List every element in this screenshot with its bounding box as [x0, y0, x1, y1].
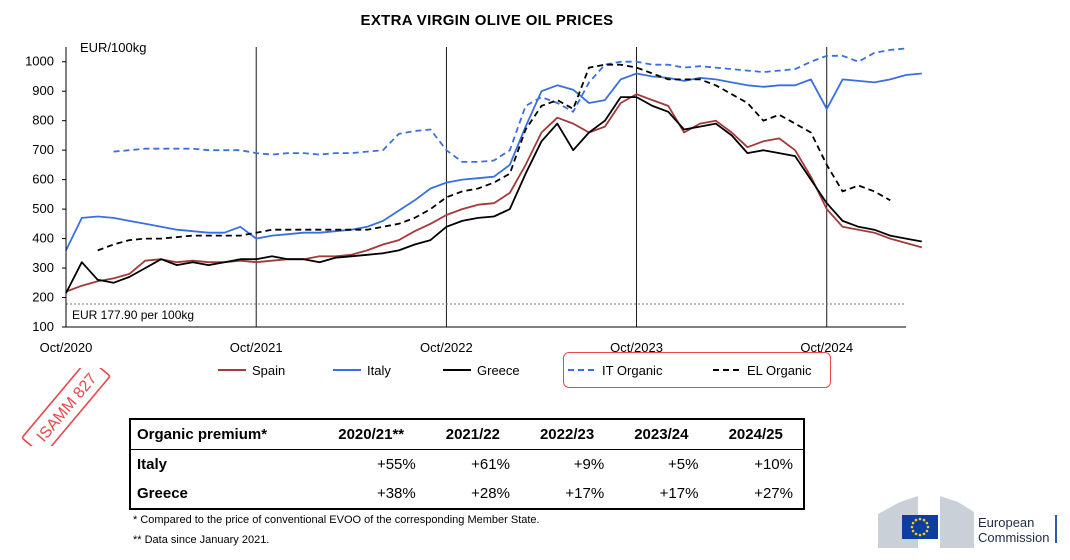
table-cell: +38% [376, 485, 416, 502]
x-tick-label: Oct/2023 [610, 340, 663, 355]
table-cell: +28% [471, 485, 510, 502]
table-cell: +10% [754, 456, 793, 473]
ec-logo-line2: Commission [978, 530, 1050, 545]
y-tick-label: 500 [32, 201, 54, 216]
table-cell: +55% [376, 456, 416, 473]
table-cell: +61% [471, 456, 510, 473]
x-tick-label: Oct/2022 [420, 340, 473, 355]
reference-line-label: EUR 177.90 per 100kg [72, 308, 194, 322]
row-label-greece: Greece [137, 485, 188, 502]
eu-star [910, 525, 914, 529]
x-tick-label: Oct/2024 [800, 340, 853, 355]
organic-premium-table: Organic premium* 2020/21** 2021/22 2022/… [129, 418, 805, 510]
table-cell: +9% [573, 456, 605, 473]
eu-star [922, 518, 926, 522]
axes: Oct/2020 Oct/2021 Oct/2022 Oct/2023 Oct/2024… [25, 47, 906, 355]
y-tick-label: 400 [32, 231, 54, 246]
eu-star [925, 521, 929, 525]
legend-label: EL Organic [747, 363, 812, 378]
premium-header-cell: 2021/22 [425, 419, 520, 450]
x-tick-label: Oct/2021 [230, 340, 283, 355]
y-tick-label: 900 [32, 83, 54, 98]
eu-stars-icon [910, 517, 930, 537]
series-line-it-organic [113, 47, 907, 163]
y-tick-label: 200 [32, 290, 54, 305]
eu-star [914, 532, 918, 536]
stamp-frame [21, 368, 111, 446]
ec-logo-line1: European [978, 515, 1035, 530]
eu-star [914, 518, 918, 522]
eu-star [926, 525, 930, 529]
eu-star [925, 529, 929, 533]
series-group [65, 47, 923, 294]
legend: Spain Italy Greece IT Organic EL Organic [218, 363, 812, 378]
stamp-text: ISAMM 827 [34, 370, 101, 445]
premium-header-cell: 2020/21** [316, 419, 426, 450]
premium-table-header: Organic premium* 2020/21** 2021/22 2022/… [130, 419, 804, 450]
european-commission-logo [878, 496, 974, 548]
footnote-data-since: ** Data since January 2021. [133, 534, 270, 546]
legend-label: Spain [252, 363, 285, 378]
isamm-stamp: ISAMM 827 [21, 368, 111, 446]
ec-logo-bar [1055, 515, 1057, 543]
y-tick-label: 800 [32, 113, 54, 128]
legend-label: Greece [477, 363, 520, 378]
y-tick-label: 600 [32, 172, 54, 187]
table-cell: +17% [565, 485, 605, 502]
series-line-spain [65, 93, 923, 293]
series-line-greece [65, 96, 922, 294]
y-axis-label: EUR/100kg [80, 40, 146, 55]
table-row: Italy +55% +61% +9% +5% +10% [130, 450, 804, 480]
footnote-comparison: * Compared to the price of conventional … [133, 514, 540, 526]
table-cell: +17% [659, 485, 699, 502]
premium-header-cell: 2022/23 [519, 419, 615, 450]
grid [255, 47, 828, 327]
y-tick-label: 100 [32, 319, 54, 334]
y-tick-label: 700 [32, 142, 54, 157]
premium-header-cell: 2023/24 [614, 419, 709, 450]
series-line-italy [65, 72, 922, 251]
x-tick-label: Oct/2020 [40, 340, 93, 355]
eu-star [922, 532, 926, 536]
premium-header-cell: 2024/25 [708, 419, 804, 450]
y-tick-label: 1000 [25, 54, 54, 69]
table-cell: +5% [667, 456, 699, 473]
chart-title: EXTRA VIRGIN OLIVE OIL PRICES [361, 12, 614, 29]
table-cell: +27% [754, 485, 793, 502]
ec-logo-text: European Commission [978, 515, 1050, 545]
series-line-el-organic [97, 63, 891, 252]
y-tick-label: 300 [32, 260, 54, 275]
table-row: Greece +38% +28% +17% +17% +27% [130, 479, 804, 509]
premium-header-cell: Organic premium* [130, 419, 317, 450]
eu-star [918, 517, 922, 521]
organic-legend-highlight [563, 352, 831, 388]
eu-star [911, 521, 915, 525]
eu-star [911, 529, 915, 533]
row-label-italy: Italy [137, 456, 168, 473]
legend-label: Italy [367, 363, 391, 378]
legend-label: IT Organic [602, 363, 663, 378]
eu-star [918, 533, 922, 537]
